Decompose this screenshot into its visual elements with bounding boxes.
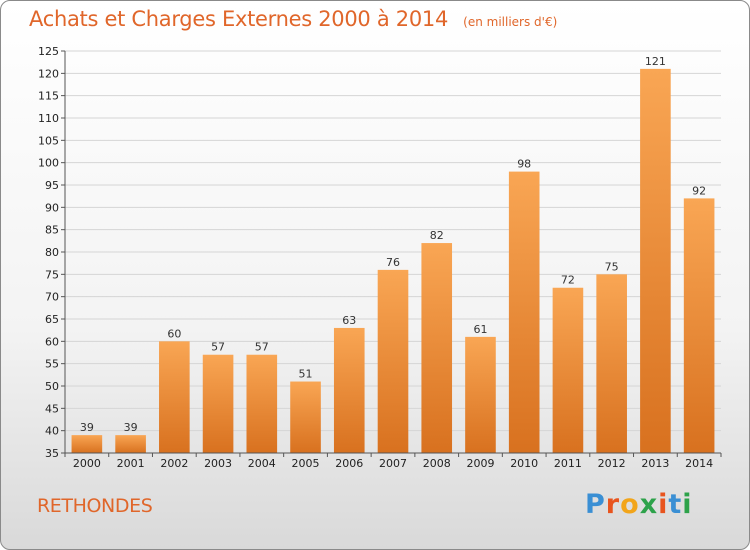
bar-2004 [246,354,278,453]
bars: 39 39 60 57 57 51 63 76 82 61 98 72 75 121 92 [71,55,715,453]
y-tick-label: 75 [45,268,59,281]
axes: 35 40 45 50 55 60 65 70 75 80 85 90 95 100 105 110 115 12… [38,45,722,470]
logo-letter: r [605,489,621,520]
data-label: 57 [255,341,269,354]
bar-2000 [71,435,103,453]
x-tick-label: 2005 [292,457,320,470]
x-tick-label: 2006 [335,457,363,470]
data-label: 63 [342,314,356,327]
x-tick-label: 2011 [554,457,582,470]
bar-2001 [115,435,146,453]
y-tick-label: 80 [45,246,59,259]
x-tick-label: 2001 [117,457,145,470]
chart-title: Achats et Charges Externes 2000 à 2014 [29,7,449,31]
chart-subtitle: (en milliers d'€) [463,15,558,29]
data-label: 57 [211,341,225,354]
y-tick-label: 65 [45,313,59,326]
bar-2011 [552,287,584,453]
data-label: 61 [473,323,487,336]
bar-2007 [377,269,409,453]
y-tick-label: 50 [45,380,59,393]
logo-letter: o [620,489,640,520]
x-tick-label: 2013 [641,457,669,470]
data-label: 39 [80,421,94,434]
bar-2002 [159,341,190,453]
x-tick-label: 2002 [160,457,188,470]
y-tick-label: 40 [45,425,59,438]
bar-2005 [290,381,321,453]
y-tick-label: 85 [45,224,59,237]
data-label: 51 [299,368,313,381]
y-tick-label: 120 [38,67,59,80]
data-label: 76 [386,256,400,269]
x-tick-label: 2012 [598,457,626,470]
bar-2006 [333,327,365,453]
x-tick-label: 2000 [73,457,101,470]
y-tick-label: 105 [38,134,59,147]
bar-2010 [508,171,540,453]
proxiti-logo[interactable]: Proxiti [585,489,693,520]
town-name: RETHONDES [37,495,153,517]
y-tick-label: 35 [45,447,59,460]
data-label: 92 [692,184,706,197]
y-tick-label: 90 [45,201,59,214]
y-tick-label: 125 [38,45,59,58]
data-label: 39 [124,421,138,434]
title-block: Achats et Charges Externes 2000 à 2014 (… [29,7,557,31]
x-tick-label: 2008 [423,457,451,470]
y-tick-label: 100 [38,157,59,170]
bar-2003 [202,354,234,453]
data-label: 121 [645,55,666,68]
y-tick-label: 110 [38,112,59,125]
y-tick-label: 60 [45,335,59,348]
x-tick-label: 2014 [685,457,713,470]
y-tick-label: 55 [45,358,59,371]
x-tick-label: 2010 [510,457,538,470]
x-tick-label: 2007 [379,457,407,470]
x-tick-label: 2009 [466,457,494,470]
data-label: 60 [167,327,181,340]
bar-2009 [465,336,496,453]
bar-2013 [640,68,671,453]
x-tick-label: 2003 [204,457,232,470]
y-tick-label: 95 [45,179,59,192]
data-label: 82 [430,229,444,242]
bar-2012 [596,274,627,453]
logo-letter: i [682,489,693,520]
y-tick-label: 115 [38,90,59,103]
data-label: 98 [517,158,531,171]
logo-letter: x [639,489,659,520]
logo-letter: i [658,489,669,520]
y-tick-label: 45 [45,402,59,415]
logo-letter: P [585,489,606,520]
bar-2014 [683,198,715,453]
logo-letter: t [668,489,683,520]
data-label: 72 [561,274,575,287]
y-tick-label: 70 [45,291,59,304]
data-label: 75 [605,260,619,273]
bar-2008 [421,243,453,453]
x-tick-label: 2004 [248,457,276,470]
